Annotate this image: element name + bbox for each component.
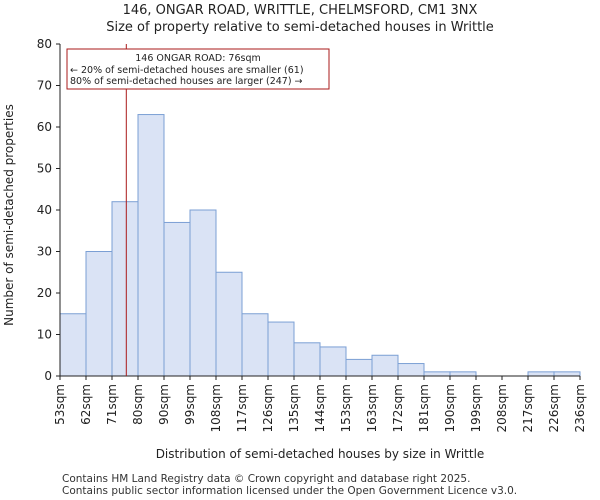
histogram-chart: 0 10 20 30 40 50 60 70 80 53sqm 62sqm 71sqm 80sqm 90…	[2, 37, 587, 461]
histogram-bar	[137, 114, 165, 377]
histogram-bar	[449, 371, 477, 377]
x-tick-label: 126sqm	[261, 384, 275, 432]
x-tick-label: 144sqm	[313, 384, 327, 432]
x-tick-label: 99sqm	[183, 384, 197, 425]
histogram-bar	[319, 346, 347, 377]
chart-title: 146, ONGAR ROAD, WRITTLE, CHELMSFORD, CM…	[122, 3, 478, 18]
annotation-line: 146 ONGAR ROAD: 76sqm	[135, 53, 261, 64]
x-tick-label: 80sqm	[131, 384, 145, 425]
x-tick-label: 190sqm	[443, 384, 457, 432]
histogram-bar	[267, 321, 295, 377]
y-tick-label: 10	[37, 328, 52, 342]
x-tick-label: 236sqm	[573, 384, 587, 432]
x-tick-label: 217sqm	[521, 384, 535, 432]
y-tick-label: 20	[37, 286, 52, 300]
chart-subtitle: Size of property relative to semi-detach…	[106, 20, 494, 35]
histogram-bar	[553, 371, 581, 377]
y-tick-label: 80	[37, 37, 52, 51]
y-tick-label: 0	[44, 369, 52, 383]
x-tick-label: 53sqm	[53, 384, 67, 425]
x-tick-label: 172sqm	[391, 384, 405, 432]
histogram-bar	[371, 354, 399, 377]
y-tick-label: 70	[37, 79, 52, 93]
histogram-bar	[59, 313, 87, 377]
histogram-bar	[293, 342, 321, 377]
x-tick-label: 71sqm	[105, 384, 119, 425]
x-tick-label: 135sqm	[287, 384, 301, 432]
annotation-line: 80% of semi-detached houses are larger (…	[70, 76, 303, 87]
x-tick-label: 117sqm	[235, 384, 249, 432]
histogram-bar	[345, 358, 373, 377]
x-tick-label: 62sqm	[79, 384, 93, 425]
y-tick-label: 50	[37, 162, 52, 176]
histogram-bar	[189, 209, 217, 377]
y-tick-label: 40	[37, 203, 52, 217]
x-tick-label: 90sqm	[157, 384, 171, 425]
footer-line-2: Contains public sector information licen…	[62, 485, 518, 497]
histogram-bar	[527, 371, 555, 377]
histogram-bar	[215, 271, 243, 377]
x-axis-label: Distribution of semi-detached houses by …	[156, 447, 485, 461]
x-tick-label: 163sqm	[365, 384, 379, 432]
histogram-bar	[397, 363, 425, 377]
histogram-bar	[241, 313, 269, 377]
footer-line-1: Contains HM Land Registry data © Crown c…	[62, 473, 471, 485]
x-tick-label: 108sqm	[209, 384, 223, 432]
annotation-box	[66, 48, 330, 90]
histogram-bar	[111, 201, 139, 377]
histogram-bar	[163, 221, 191, 377]
x-tick-label: 199sqm	[469, 384, 483, 432]
x-tick-label: 181sqm	[417, 384, 431, 432]
x-tick-label: 153sqm	[339, 384, 353, 432]
histogram-bar	[85, 251, 113, 377]
y-tick-label: 60	[37, 120, 52, 134]
y-axis-label: Number of semi-detached properties	[2, 104, 16, 326]
x-tick-label: 208sqm	[495, 384, 509, 432]
annotation-line: ← 20% of semi-detached houses are smalle…	[70, 65, 304, 76]
histogram-bar	[423, 371, 451, 377]
x-tick-label: 226sqm	[547, 384, 561, 432]
y-tick-label: 30	[37, 245, 52, 259]
